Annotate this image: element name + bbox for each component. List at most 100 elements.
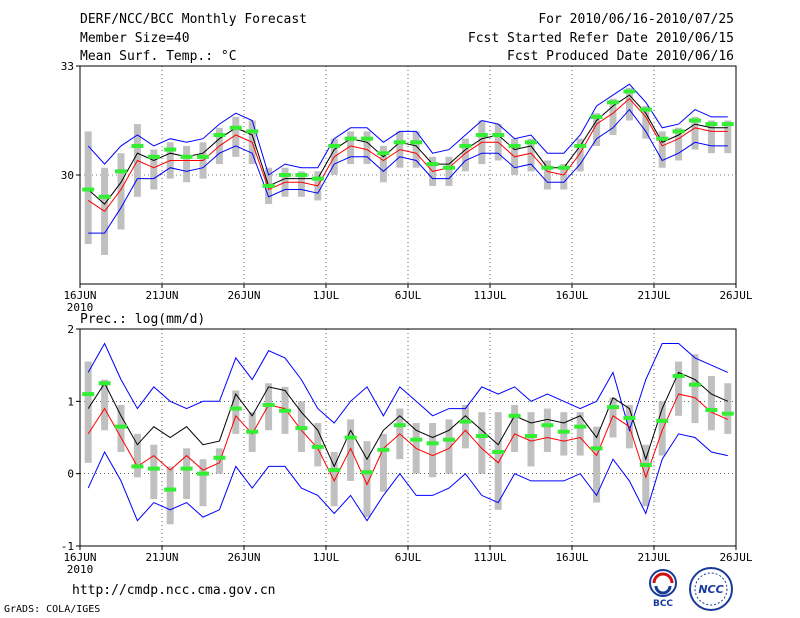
spread-box (625, 87, 633, 121)
forecast-marker (82, 392, 95, 397)
spread-box (461, 404, 469, 449)
forecast-marker (557, 429, 570, 434)
spread-box (543, 408, 551, 452)
chart-panel-1: 16JUN 21JUN 26JUN 1JUL 6JUL 11JUL 16JUL 21JUL 26… (61, 323, 753, 576)
forecast-marker (393, 423, 406, 428)
forecast-marker (721, 122, 734, 127)
forecast-marker (164, 147, 177, 152)
spread-box (593, 113, 601, 146)
x-tick-label: 16JUN (63, 289, 96, 302)
forecast-marker (98, 194, 111, 199)
spread-box (527, 138, 535, 172)
x-tick-label: 1JUL (313, 289, 340, 302)
forecast-marker (344, 136, 357, 141)
spread-box (560, 164, 568, 190)
forecast-marker (229, 406, 242, 411)
variable-label: Mean Surf. Temp.: °C (80, 49, 237, 64)
forecast-marker (541, 165, 554, 170)
fcst-started-date: Fcst Started Refer Date 2010/06/15 (467, 31, 734, 46)
spread-box (379, 433, 387, 492)
x-tick-label: 26JUN (227, 551, 260, 564)
spread-box (691, 354, 699, 424)
forecast-marker (656, 136, 669, 141)
spread-box (609, 98, 617, 136)
x-tick-label: 6JUL (395, 551, 422, 564)
forecast-marker (623, 415, 636, 420)
spread-box (593, 426, 601, 503)
series-line-upper-bound (87, 83, 728, 176)
y-tick-label: 1 (67, 395, 74, 408)
forecast-marker (525, 140, 537, 145)
forecast-marker (279, 408, 291, 413)
forecast-marker (344, 435, 357, 440)
forecast-marker (328, 143, 341, 148)
year-label: 2010 (67, 301, 94, 314)
spread-box (314, 423, 322, 467)
spread-box (445, 156, 453, 186)
spread-box (658, 131, 666, 168)
forecast-marker (82, 187, 95, 192)
spread-box (166, 466, 174, 525)
y-tick-label: 33 (61, 60, 74, 73)
member-size: Member Size=40 (80, 31, 190, 46)
series-line-lower-bound (87, 433, 728, 522)
forecast-marker (426, 441, 439, 446)
spread-box (297, 171, 305, 197)
forecast-marker (672, 374, 685, 379)
spread-box (658, 401, 666, 456)
fcst-produced-date: Fcst Produced Date 2010/06/16 (507, 49, 734, 64)
forecast-marker (147, 154, 160, 159)
forecast-marker (262, 183, 275, 188)
x-tick-label: 16JUL (555, 551, 588, 564)
spread-box (461, 138, 469, 172)
spread-box (183, 145, 191, 183)
chart-title: DERF/NCC/BCC Monthly Forecast (80, 12, 307, 27)
x-tick-label: 26JUL (719, 551, 752, 564)
forecast-marker (541, 423, 554, 428)
spread-box (117, 153, 125, 230)
y-tick-label: 0 (67, 468, 74, 481)
forecast-marker (672, 129, 685, 134)
x-tick-label: 21JUL (637, 551, 670, 564)
y-tick-label: 30 (61, 169, 74, 182)
forecast-marker (607, 100, 619, 105)
bcc-logo-text: BCC (653, 599, 673, 608)
spread-box (183, 448, 191, 499)
forecast-marker (443, 165, 455, 170)
forecast-marker (574, 424, 587, 429)
forecast-marker (311, 444, 324, 449)
forecast-marker (361, 470, 373, 475)
forecast-marker (377, 151, 390, 156)
source-url[interactable]: http://cmdp.ncc.cma.gov.cn (72, 583, 276, 598)
precip-title: Prec.: log(mm/d) (80, 312, 206, 327)
series-line-median (87, 393, 729, 486)
spread-box (232, 116, 240, 157)
spread-box (445, 419, 453, 474)
spread-box (84, 361, 92, 463)
x-tick-label: 16JUL (555, 289, 588, 302)
forecast-marker (705, 122, 718, 127)
forecast-marker (639, 462, 652, 467)
spread-box (707, 376, 715, 431)
x-tick-label: 21JUN (145, 289, 178, 302)
forecast-marker (262, 402, 275, 407)
forecast-marker (131, 464, 144, 469)
series-line-median (87, 97, 728, 212)
spread-box (675, 361, 683, 416)
forecast-marker (295, 426, 308, 431)
forecast-marker (508, 143, 521, 148)
x-tick-label: 21JUN (145, 551, 178, 564)
forecast-marker (115, 169, 127, 174)
forecast-marker (525, 434, 537, 439)
spread-box (379, 145, 387, 183)
forecast-marker (213, 455, 226, 460)
forecast-marker (229, 125, 242, 130)
series-line-ensemble-mean (87, 94, 728, 205)
x-tick-label: 16JUN (63, 551, 96, 564)
x-tick-label: 26JUN (227, 289, 260, 302)
x-tick-label: 21JUL (637, 289, 670, 302)
forecast-marker (393, 140, 406, 145)
forecast-marker (377, 447, 390, 452)
forecast-marker (164, 487, 177, 492)
spread-box (330, 451, 338, 507)
